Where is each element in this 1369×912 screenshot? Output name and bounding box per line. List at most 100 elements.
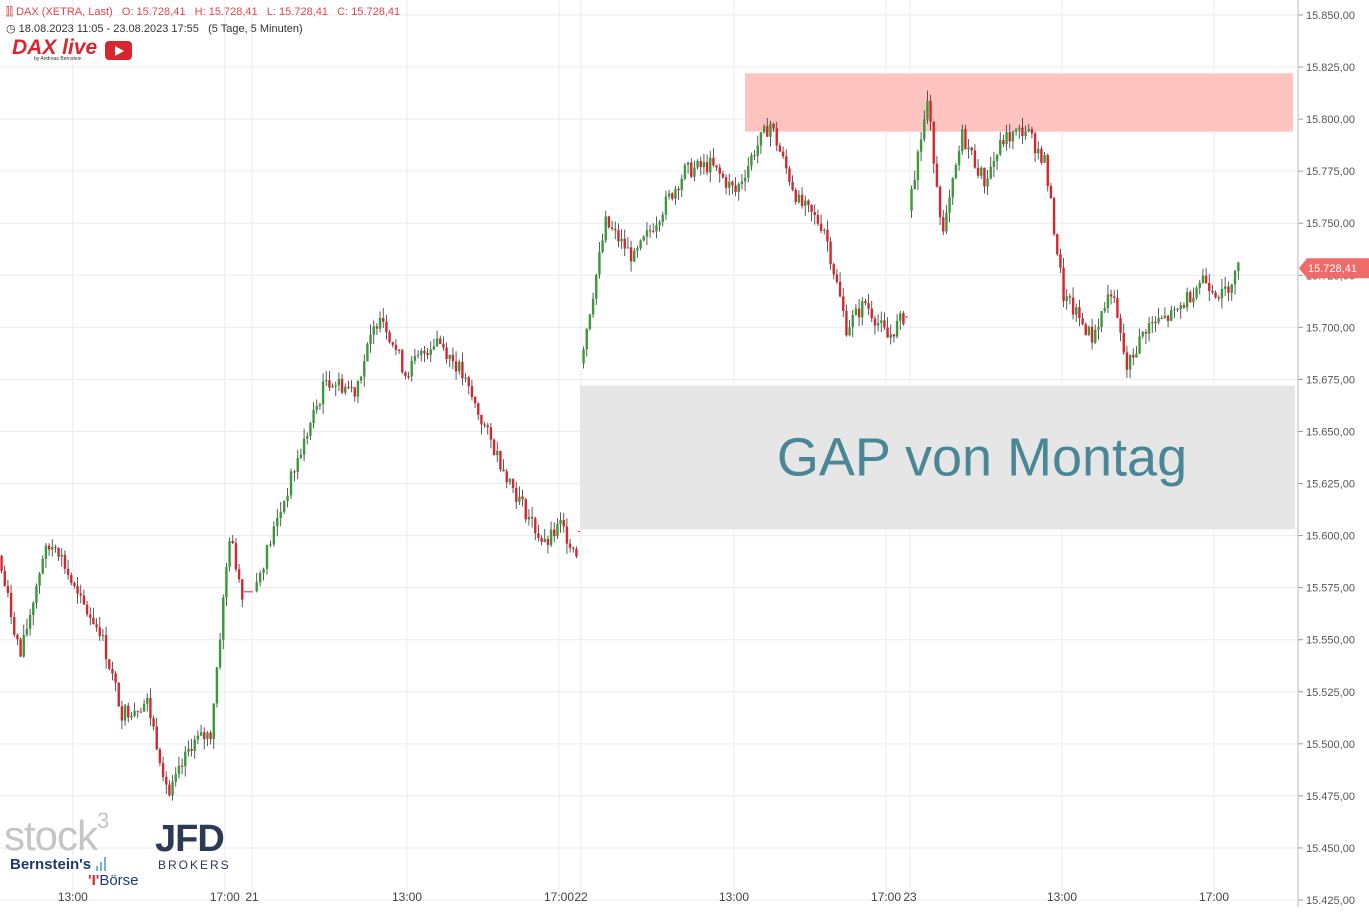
gap-zone-label: GAP von Montag bbox=[777, 428, 1187, 488]
candle-down bbox=[136, 710, 139, 712]
y-tick-label: 15.550,00 bbox=[1306, 635, 1355, 647]
candle-down bbox=[442, 343, 445, 348]
candle-up bbox=[645, 230, 649, 237]
candle-down bbox=[114, 673, 117, 683]
candle-up bbox=[279, 511, 282, 519]
candle-down bbox=[98, 627, 101, 637]
candle-down bbox=[718, 167, 721, 174]
candle-up bbox=[410, 360, 413, 377]
open-value: O: 15.728,41 bbox=[121, 6, 186, 18]
candle-down bbox=[382, 317, 385, 322]
candle-up bbox=[823, 229, 826, 231]
candle-up bbox=[518, 496, 521, 502]
candle-down bbox=[353, 387, 356, 397]
candle-down bbox=[165, 776, 168, 785]
candle-down bbox=[190, 749, 193, 751]
clock-icon: ◷ bbox=[6, 23, 16, 35]
candle-up bbox=[363, 361, 366, 377]
candle-up bbox=[591, 298, 595, 315]
candle-up bbox=[269, 544, 272, 546]
candle-down bbox=[753, 155, 756, 157]
candle-down bbox=[970, 147, 973, 151]
candle-up bbox=[598, 251, 601, 275]
candle-down bbox=[120, 706, 124, 721]
candle-up bbox=[413, 356, 417, 361]
candle-down bbox=[832, 264, 835, 275]
candle-down bbox=[70, 574, 73, 584]
candle-up bbox=[702, 162, 706, 168]
candle-up bbox=[549, 529, 553, 545]
candle-up bbox=[1233, 271, 1237, 285]
candle-up bbox=[923, 119, 926, 140]
candle-down bbox=[1217, 297, 1220, 299]
instrument-header: ⫿⫿ DAX (XETRA, Last) O: 15.728,41 H: 15.… bbox=[6, 6, 400, 19]
candle-down bbox=[677, 188, 680, 191]
candle-down bbox=[1084, 324, 1087, 336]
candle-up bbox=[435, 338, 439, 347]
candle-down bbox=[473, 396, 477, 404]
candle-down bbox=[540, 537, 543, 543]
candle-up bbox=[215, 667, 219, 704]
candle-down bbox=[340, 378, 344, 393]
candle-down bbox=[772, 123, 775, 129]
candle-down bbox=[158, 749, 162, 763]
candle-down bbox=[623, 238, 626, 249]
jfd-brokers-text: BROKERS bbox=[158, 858, 231, 872]
candle-up bbox=[315, 405, 318, 410]
candle-down bbox=[813, 212, 816, 216]
candle-up bbox=[218, 639, 222, 668]
candle-down bbox=[515, 487, 518, 502]
candle-down bbox=[521, 496, 524, 500]
candle-up bbox=[1198, 282, 1201, 288]
candle-up bbox=[1185, 292, 1189, 308]
high-value: H: 15.728,41 bbox=[194, 6, 258, 18]
candle-up bbox=[1141, 331, 1144, 337]
candle-down bbox=[883, 320, 886, 328]
candle-up bbox=[356, 380, 360, 397]
candle-down bbox=[1056, 234, 1059, 255]
candle-down bbox=[724, 177, 728, 188]
instrument-name: DAX (XETRA, Last) bbox=[16, 6, 113, 18]
candle-down bbox=[546, 538, 550, 545]
candle-down bbox=[886, 327, 889, 338]
candle-up bbox=[35, 585, 38, 603]
candle-up bbox=[740, 181, 744, 184]
candle-down bbox=[857, 308, 861, 318]
boerse-logo: 'I'Börse bbox=[88, 872, 139, 889]
candle-down bbox=[699, 161, 702, 168]
candle-down bbox=[1068, 296, 1072, 298]
candle-down bbox=[57, 547, 60, 557]
candle-down bbox=[1214, 292, 1217, 298]
candle-down bbox=[1030, 129, 1034, 134]
candle-up bbox=[527, 516, 531, 520]
candle-down bbox=[486, 425, 489, 428]
candle-up bbox=[680, 178, 683, 191]
x-tick-label: 21 bbox=[245, 890, 259, 904]
candle-down bbox=[721, 173, 725, 178]
candle-down bbox=[328, 380, 331, 388]
candle-up bbox=[1043, 155, 1046, 163]
candle-up bbox=[25, 628, 29, 635]
candle-up bbox=[359, 376, 363, 381]
candle-up bbox=[1157, 317, 1160, 323]
candle-down bbox=[89, 614, 92, 618]
candle-up bbox=[696, 161, 699, 168]
candle-down bbox=[575, 548, 578, 557]
close-value: C: 15.728,41 bbox=[337, 6, 401, 18]
candle-up bbox=[44, 545, 48, 559]
candle-down bbox=[426, 353, 429, 355]
candle-down bbox=[766, 126, 769, 137]
period-header: ◷ 18.08.2023 11:05 - 23.08.2023 17:55 (5… bbox=[6, 22, 303, 35]
candle-down bbox=[155, 726, 158, 750]
candle-up bbox=[265, 545, 269, 569]
candle-down bbox=[73, 583, 76, 586]
candle-down bbox=[234, 543, 238, 570]
candle-down bbox=[470, 386, 474, 397]
candle-down bbox=[902, 313, 905, 325]
candle-up bbox=[992, 161, 996, 167]
candle-up bbox=[1170, 310, 1173, 321]
candle-up bbox=[1100, 311, 1103, 328]
candle-up bbox=[948, 197, 951, 213]
candle-up bbox=[854, 308, 858, 316]
candle-up bbox=[876, 322, 880, 326]
